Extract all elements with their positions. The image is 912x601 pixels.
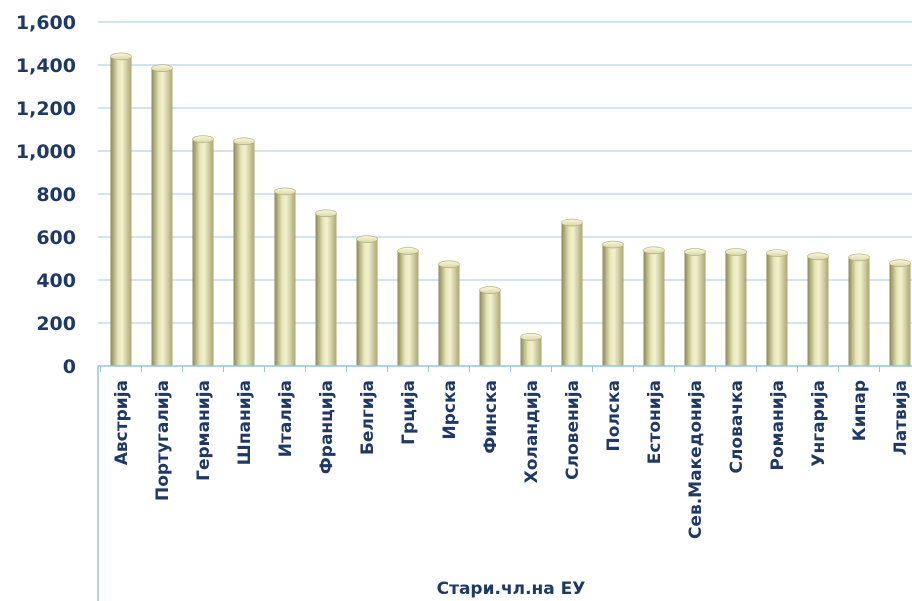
bar-cap (561, 218, 583, 227)
x-tick-label: Финска (481, 380, 501, 454)
bar-group (110, 52, 132, 367)
bar-group (397, 247, 419, 366)
x-tick-label: Полска (604, 380, 624, 451)
y-tick-label: 0 (63, 356, 76, 378)
bar-cap (151, 64, 173, 73)
bar-group (151, 64, 173, 366)
bar (725, 252, 747, 366)
bar-cap (602, 240, 624, 249)
bar (561, 222, 583, 366)
bar (438, 264, 460, 366)
x-tick-label: Естонија (645, 380, 665, 464)
bar-group (848, 253, 870, 366)
bar (643, 250, 665, 366)
x-tick-label: Кипар (850, 380, 870, 441)
bar-cap (110, 52, 132, 61)
bar (766, 253, 788, 366)
bar-group (233, 137, 255, 366)
bar-cap (807, 252, 829, 261)
x-axis: Австрија Португалија Германија Шпанија Итали… (97, 365, 912, 601)
x-tick-label: Унгарија (809, 380, 829, 467)
y-tick-label: 1,400 (16, 55, 76, 77)
x-tick-label: Белгија (358, 380, 378, 455)
bar (848, 257, 870, 366)
bar (151, 68, 173, 366)
bars (110, 52, 911, 367)
bar-cap (192, 135, 214, 143)
bar (602, 244, 624, 366)
x-tick-label: Латвија (891, 380, 911, 455)
gridlines (98, 21, 912, 324)
y-tick-label: 600 (36, 227, 76, 249)
bar-cap (725, 248, 747, 256)
bar-cap (397, 247, 419, 255)
bar-group (889, 259, 911, 366)
x-tick-label: Словачка (727, 380, 747, 474)
bar (397, 250, 419, 366)
bar-group (315, 209, 337, 366)
x-tick-label: Ирска (440, 380, 460, 439)
bar (192, 139, 214, 366)
bar (520, 336, 542, 366)
bar-group (561, 218, 583, 366)
bar-cap (233, 137, 255, 146)
x-tick-label: Холандија (522, 380, 542, 483)
x-tick-label: Сев.Македонија (686, 380, 706, 539)
y-tick-label: 200 (36, 313, 76, 335)
bar (315, 213, 337, 366)
bar (807, 256, 829, 366)
bar (233, 141, 255, 366)
bar-cap (315, 209, 337, 218)
bar-group (520, 333, 542, 366)
x-tick-label: Шпанија (235, 380, 255, 465)
bar-cap (684, 248, 706, 256)
bar-group (643, 246, 665, 366)
bar-cap (889, 259, 911, 268)
bar (110, 56, 132, 367)
bar-cap (848, 253, 870, 262)
y-axis: 0 200 400 600 800 1,000 1,200 1,400 1,600 (16, 12, 76, 378)
bar (684, 252, 706, 366)
x-tick-label: Австрија (112, 380, 132, 465)
bar-group (684, 248, 706, 366)
bar (274, 191, 296, 366)
y-tick-label: 1,600 (16, 12, 76, 34)
bar-cap (766, 249, 788, 257)
x-tick-label: Италија (276, 380, 296, 457)
bar-group (766, 249, 788, 366)
bar-cap (520, 333, 542, 341)
bar-cap (643, 246, 665, 255)
bar-group (274, 187, 296, 366)
bar-group (192, 135, 214, 366)
x-tick-label: Германија (194, 380, 214, 481)
bar-group (479, 286, 501, 366)
y-tick-label: 800 (36, 184, 76, 206)
bar-cap (479, 286, 501, 294)
y-tick-label: 1,200 (16, 98, 76, 120)
bar-group (807, 252, 829, 366)
bar-cap (438, 260, 460, 269)
bar (356, 239, 378, 366)
y-tick-label: 1,000 (16, 141, 76, 163)
bar-group (356, 235, 378, 366)
x-tick-label: Словенија (563, 380, 583, 480)
bar-cap (274, 187, 296, 196)
category-group-label: Стари.чл.на ЕУ (437, 579, 586, 599)
bar (889, 263, 911, 366)
bar-group (602, 240, 624, 366)
bar-cap (356, 235, 378, 243)
y-tick-label: 400 (36, 270, 76, 292)
bar (479, 290, 501, 366)
x-tick-label: Романија (768, 380, 788, 470)
x-tick-label: Португалија (153, 380, 173, 501)
bar-group (438, 260, 460, 366)
x-tick-label: Грција (399, 380, 419, 445)
bar-group (725, 248, 747, 366)
x-tick-label: Франција (317, 380, 337, 474)
